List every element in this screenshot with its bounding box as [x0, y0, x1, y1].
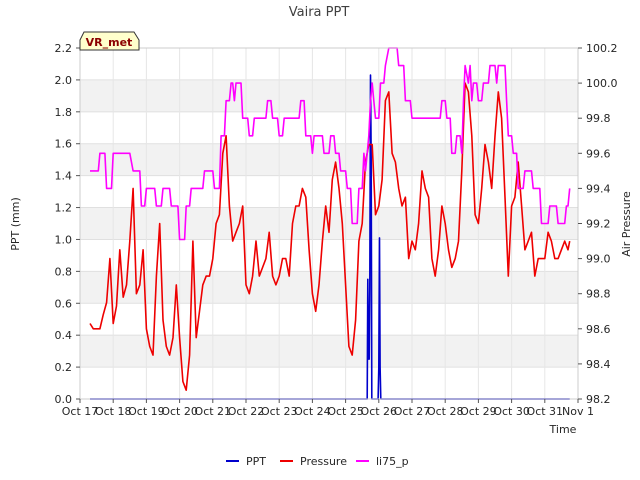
- y-right-tick-label: 100.0: [586, 77, 618, 90]
- y-left-tick-label: 2.2: [55, 42, 73, 55]
- series-line-pressure: [89, 82, 571, 392]
- y-left-tick-label: 1.4: [55, 170, 73, 183]
- x-tick-label: Oct 24: [294, 405, 331, 418]
- y-left-tick-label: 1.6: [55, 138, 73, 151]
- y-left-tick-label: 0.8: [55, 265, 73, 278]
- y-axis-left-label: PPT (mm): [9, 197, 22, 251]
- series-line-li75_p: [90, 47, 571, 241]
- y-left-tick-label: 0.6: [55, 297, 73, 310]
- station-badge-label: VR_met: [86, 36, 133, 49]
- y-right-tick-label: 99.4: [586, 182, 611, 195]
- y-axis-left: 0.0 0.2 0.4 0.6 0.8 1.0 1.2 1.4 1.6 1.8 2.0 2.2: [55, 42, 80, 406]
- grid-lines: [79, 47, 579, 400]
- y-left-tick-label: 0.4: [55, 329, 73, 342]
- x-tick-label: Oct 27: [394, 405, 431, 418]
- x-tick-label: Oct 21: [195, 405, 232, 418]
- y-right-tick-label: 99.2: [586, 218, 611, 231]
- x-axis-label: Time: [549, 423, 577, 436]
- legend: PPT Pressure li75_p: [226, 455, 409, 468]
- x-tick-label: Oct 30: [493, 405, 530, 418]
- grid-band: [80, 79, 578, 112]
- y-left-tick-label: 0.2: [55, 361, 73, 374]
- x-tick-label: Oct 31: [527, 405, 564, 418]
- y-right-tick-label: 100.2: [586, 42, 618, 55]
- series-group: [89, 47, 571, 400]
- x-tick-label: Oct 23: [261, 405, 298, 418]
- chart-title: Vaira PPT: [289, 5, 350, 20]
- x-tick-label: Oct 28: [427, 405, 464, 418]
- y-left-tick-label: 1.2: [55, 202, 73, 215]
- y-right-tick-label: 99.8: [586, 112, 611, 125]
- x-tick-label: Oct 22: [228, 405, 265, 418]
- x-tick-label: Oct 19: [128, 405, 165, 418]
- x-tick-label: Oct 17: [62, 405, 99, 418]
- legend-label-li75_p: li75_p: [376, 455, 409, 468]
- y-left-tick-label: 1.0: [55, 233, 73, 246]
- y-right-tick-label: 99.0: [586, 253, 611, 266]
- station-badge: VR_met: [79, 31, 140, 51]
- legend-label-pressure: Pressure: [300, 455, 347, 468]
- x-tick-label: Oct 25: [327, 405, 364, 418]
- x-tick-label: Oct 18: [95, 405, 132, 418]
- y-axis-right-label: Air Pressure: [620, 191, 633, 257]
- legend-label-ppt: PPT: [246, 455, 266, 468]
- y-right-tick-label: 98.2: [586, 393, 611, 406]
- x-tick-label: Nov 1: [562, 405, 594, 418]
- series-line-ppt: [90, 74, 570, 400]
- x-tick-label: Oct 29: [460, 405, 497, 418]
- y-left-tick-label: 2.0: [55, 74, 73, 87]
- y-right-tick-label: 98.8: [586, 288, 611, 301]
- y-left-tick-label: 0.0: [55, 393, 73, 406]
- station-badge-box: [79, 31, 140, 51]
- x-tick-label: Oct 26: [361, 405, 398, 418]
- grid-band: [80, 335, 578, 368]
- y-right-tick-label: 98.6: [586, 323, 611, 336]
- y-left-tick-label: 1.8: [55, 106, 73, 119]
- x-tick-label: Oct 20: [161, 405, 198, 418]
- y-right-tick-label: 99.6: [586, 147, 611, 160]
- y-right-tick-label: 98.4: [586, 358, 611, 371]
- y-axis-right: 98.2 98.4 98.6 98.8 99.0 99.2 99.4 99.6 99.8 100.…: [578, 42, 618, 406]
